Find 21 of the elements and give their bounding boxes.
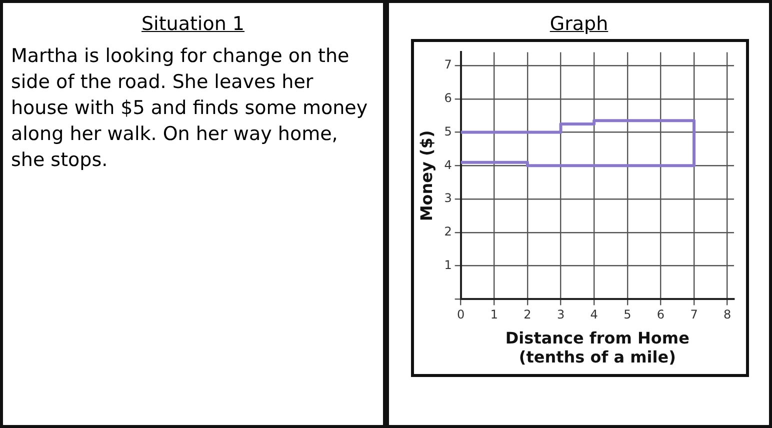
x-tick-label: 0 (457, 308, 465, 322)
y-tick-label: 7 (444, 58, 452, 72)
y-tick-label: 2 (444, 224, 452, 239)
x-tick-label: 1 (490, 308, 498, 322)
y-tick-label: 3 (444, 191, 452, 206)
x-tick-label: 4 (590, 308, 598, 322)
y-tick-label: 1 (444, 258, 452, 272)
y-axis-title: Money ($) (416, 130, 436, 222)
x-tick-label: 8 (724, 308, 732, 322)
chart-title: Graph (548, 13, 610, 35)
x-axis-title: Distance from Home (tenths of a mile) (505, 328, 690, 367)
text: Situation 1 (140, 13, 246, 35)
text: Martha is looking for change on the side of the road. She leaves her house with $5 and finds some money along her walk. On her way home, she stops. (11, 44, 369, 173)
x-tick-label: 7 (690, 308, 698, 322)
y-tick-label: 6 (444, 91, 452, 106)
x-tick-label: 3 (556, 308, 565, 322)
x-tick-label: 5 (624, 308, 632, 322)
x-tick-label: 6 (656, 308, 665, 322)
x-tick-label: 2 (524, 308, 532, 322)
y-tick-label: 5 (444, 124, 452, 138)
y-tick-label: 4 (444, 158, 452, 172)
